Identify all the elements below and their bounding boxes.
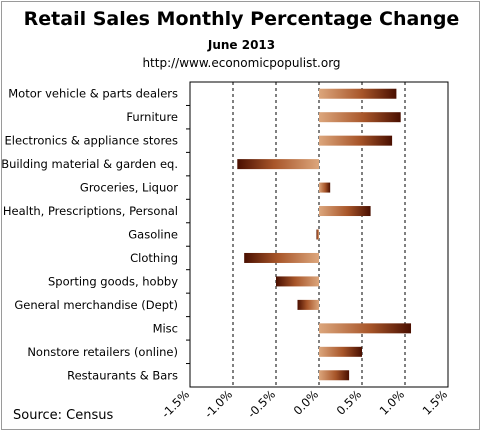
bar: [244, 252, 319, 263]
category-label: General merchandise (Dept): [14, 298, 178, 312]
tick-label: 1.0%: [377, 387, 408, 418]
source-note: Source: Census: [13, 408, 114, 423]
bars: [237, 88, 412, 381]
category-label: Furniture: [126, 110, 178, 124]
bar: [319, 346, 362, 357]
category-label: Gasoline: [128, 228, 178, 242]
category-label: Nonstore retailers (online): [27, 345, 178, 359]
category-label: Health, Prescriptions, Personal: [3, 204, 178, 218]
tick-label: 0.5%: [334, 387, 365, 418]
category-label: Sporting goods, hobby: [48, 274, 178, 288]
bar: [319, 370, 350, 381]
bar: [316, 229, 319, 240]
category-label: Restaurants & Bars: [67, 368, 178, 382]
bar: [319, 88, 397, 99]
bar: [319, 206, 371, 217]
bar: [276, 276, 319, 287]
category-label: Building material & garden eq.: [1, 157, 178, 171]
bar: [319, 323, 412, 334]
category-labels: Motor vehicle & parts dealers Furniture El…: [1, 87, 190, 382]
tick-label: 0.0%: [291, 387, 322, 418]
category-label: Motor vehicle & parts dealers: [8, 87, 178, 101]
bar: [237, 159, 319, 170]
bar: [319, 182, 331, 193]
category-label: Misc: [153, 321, 178, 335]
bar: [319, 112, 401, 123]
source-url: http://www.economicpopulist.org: [142, 56, 341, 70]
bar: [297, 299, 319, 310]
tick-label: -0.5%: [245, 387, 279, 421]
category-label: Electronics & appliance stores: [5, 134, 178, 148]
tick-labels: -1.5% -1.0% -0.5% 0.0% 0.5% 1.0% 1.5%: [159, 387, 451, 421]
tick-label: -1.5%: [159, 387, 193, 421]
bar: [319, 135, 393, 146]
tick-label: -1.0%: [202, 387, 236, 421]
category-label: Clothing: [130, 251, 178, 265]
category-label: Groceries, Liquor: [80, 181, 178, 195]
chart-title: Retail Sales Monthly Percentage Change: [23, 8, 460, 30]
chart-subtitle: June 2013: [207, 38, 276, 52]
tick-label: 1.5%: [420, 387, 451, 418]
